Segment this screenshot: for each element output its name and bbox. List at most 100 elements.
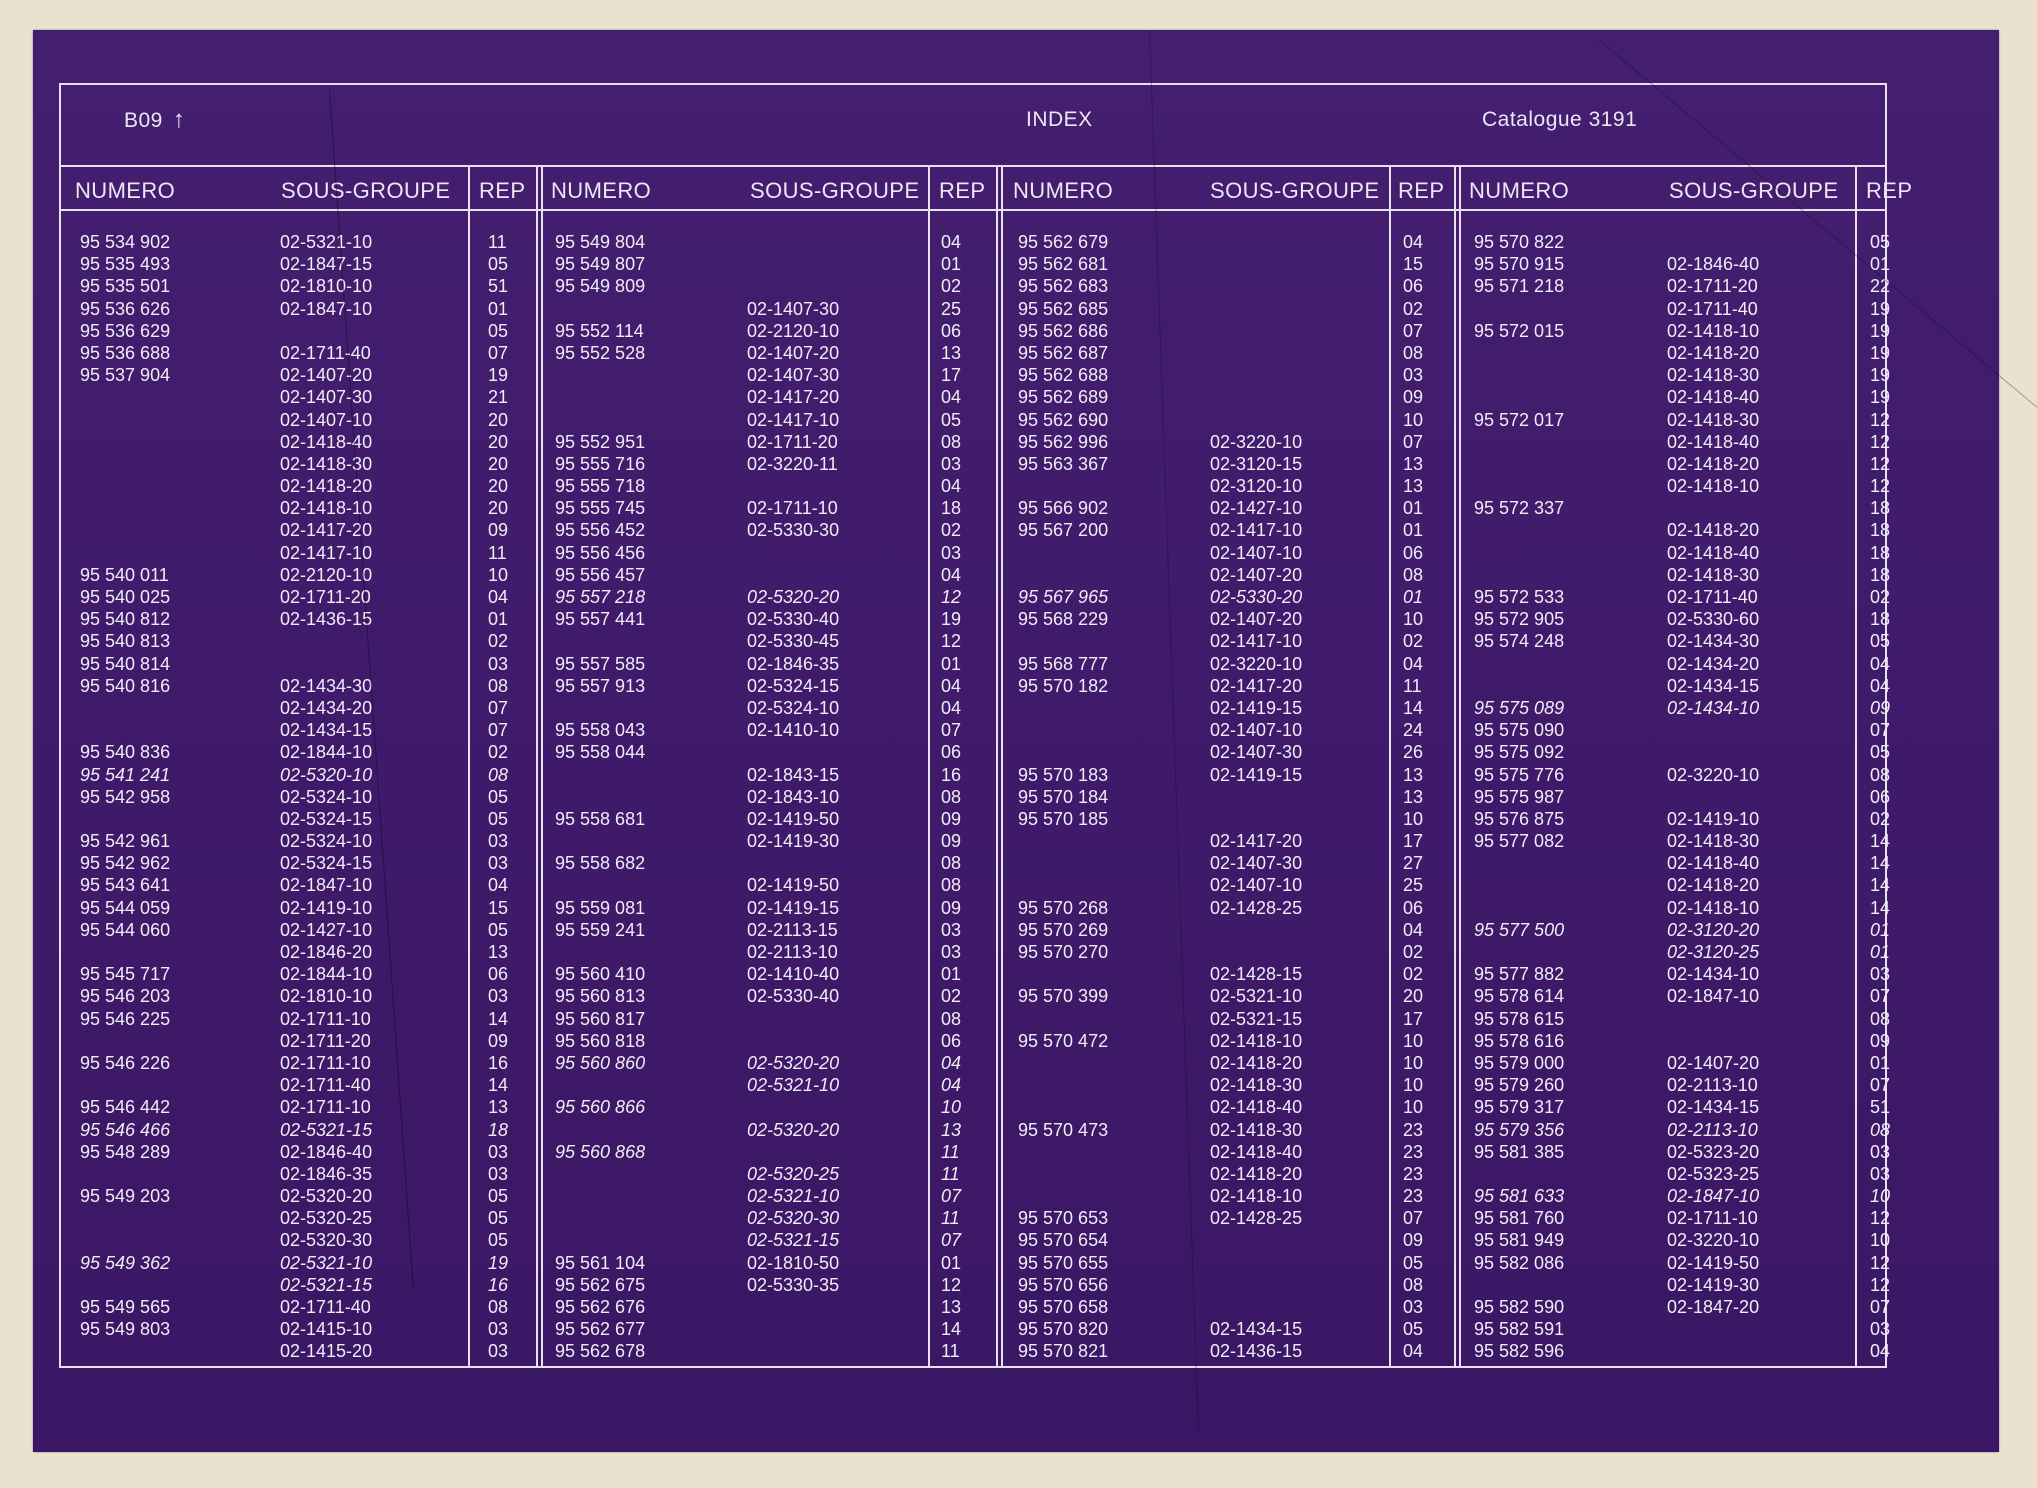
part-number: 95 543 641 [80,875,171,896]
sous-groupe: 02-1418-40 [1210,1141,1303,1162]
sous-groupe: 02-1418-30 [1210,1119,1303,1140]
part-number: 95 570 185 [1018,808,1109,829]
sous-groupe: 02-1407-20 [1667,1052,1760,1073]
part-number: 95 579 356 [1474,1119,1565,1140]
sous-groupe: 02-5324-15 [280,853,373,874]
rep: 02 [1870,808,1891,829]
rep: 13 [1403,786,1424,807]
rep: 11 [488,542,507,563]
part-number: 95 535 501 [80,276,171,297]
sous-groupe: 02-1417-10 [280,542,373,563]
rep: 12 [941,1274,962,1295]
rep: 23 [1403,1119,1424,1140]
rep: 12 [1870,1252,1891,1273]
rep: 25 [1403,875,1424,896]
rep: 04 [941,564,962,585]
part-number: 95 570 182 [1018,675,1109,696]
part-number: 95 562 690 [1018,409,1109,430]
part-number: 95 570 399 [1018,986,1109,1007]
sous-groupe: 02-1418-30 [280,453,373,474]
part-number: 95 560 868 [555,1141,646,1162]
rep: 06 [941,1030,962,1051]
rep: 20 [488,409,509,430]
part-number: 95 570 821 [1018,1341,1109,1362]
rep: 05 [488,808,509,829]
rep: 10 [1403,409,1424,430]
sous-groupe: 02-5321-15 [1210,1008,1303,1029]
sous-groupe: 02-1810-10 [280,986,373,1007]
part-number: 95 544 059 [80,897,171,918]
page-code-text: B09 [124,109,163,132]
part-number: 95 544 060 [80,919,171,940]
sous-groupe: 02-1418-40 [1667,431,1760,452]
sous-groupe: 02-1810-50 [747,1252,840,1273]
rep: 08 [1870,1008,1891,1029]
up-arrow-icon: ↑ [172,106,186,133]
rep: 08 [941,853,962,874]
col-sous-groupe-2: SOUS-GROUPE [750,178,920,203]
sous-groupe: 02-1847-10 [280,875,373,896]
rep: 12 [941,631,962,652]
sous-groupe: 02-5330-40 [747,609,840,630]
rep: 20 [488,476,509,497]
sous-groupe: 02-1846-40 [1667,254,1760,275]
rep: 02 [488,631,509,652]
sous-groupe: 02-1417-20 [1210,831,1303,852]
rep: 07 [488,342,509,363]
rep: 16 [488,1274,509,1295]
sous-groupe: 02-1436-15 [280,609,373,630]
part-number: 95 560 817 [555,1008,646,1029]
sous-groupe: 02-1711-20 [1667,276,1758,297]
rep: 03 [941,542,962,563]
col-rep-2: REP [939,178,986,203]
col-sous-groupe-4: SOUS-GROUPE [1669,178,1839,203]
rep: 04 [1870,653,1891,674]
part-number: 95 558 681 [555,808,646,829]
rep: 22 [1870,276,1891,297]
rep: 04 [941,697,962,718]
rep: 03 [941,919,962,940]
rep: 03 [488,1141,509,1162]
part-number: 95 570 184 [1018,786,1109,807]
block-divider-2b [1001,165,1003,1368]
rep: 07 [941,1230,962,1251]
rep: 10 [1403,609,1424,630]
sous-groupe: 02-1711-10 [747,498,838,519]
sous-groupe: 02-1410-10 [747,720,840,741]
rep: 05 [488,786,509,807]
sous-groupe: 02-1418-10 [1210,1030,1303,1051]
sous-groupe: 02-1434-15 [280,720,373,741]
sous-groupe: 02-1436-15 [1210,1341,1303,1362]
col-numero-2: NUMERO [551,178,652,203]
rep: 12 [941,587,962,607]
rep: 03 [488,1319,509,1340]
rep: 20 [488,453,509,474]
col-numero-3: NUMERO [1013,178,1114,203]
rep: 14 [488,1075,509,1096]
part-number: 95 557 913 [555,675,646,696]
rep: 03 [1870,964,1891,985]
sous-groupe: 02-2120-10 [280,564,373,585]
rep: 02 [1403,631,1424,652]
page-code: B09 ↑ [124,106,185,134]
sous-groupe: 02-1847-10 [1667,1186,1760,1207]
sous-groupe: 02-1846-20 [280,942,373,962]
rep: 11 [941,1141,960,1162]
part-number: 95 562 675 [555,1274,646,1295]
sous-groupe: 02-1418-20 [1667,453,1760,474]
part-number: 95 540 011 [80,564,169,585]
rep: 01 [941,1252,962,1273]
rep: 14 [1870,831,1891,852]
rep: 08 [941,875,962,896]
rep: 08 [1870,1119,1891,1140]
part-number: 95 549 803 [80,1319,171,1340]
sous-groupe: 02-1407-30 [747,298,840,319]
rep: 02 [1403,964,1424,985]
rep: 02 [941,276,962,297]
sous-groupe: 02-1415-20 [280,1341,373,1362]
part-number: 95 575 987 [1474,786,1565,807]
part-number: 95 575 776 [1474,764,1565,785]
part-number: 95 540 812 [80,609,171,630]
rep: 04 [941,675,962,696]
part-number: 95 570 820 [1018,1319,1109,1340]
